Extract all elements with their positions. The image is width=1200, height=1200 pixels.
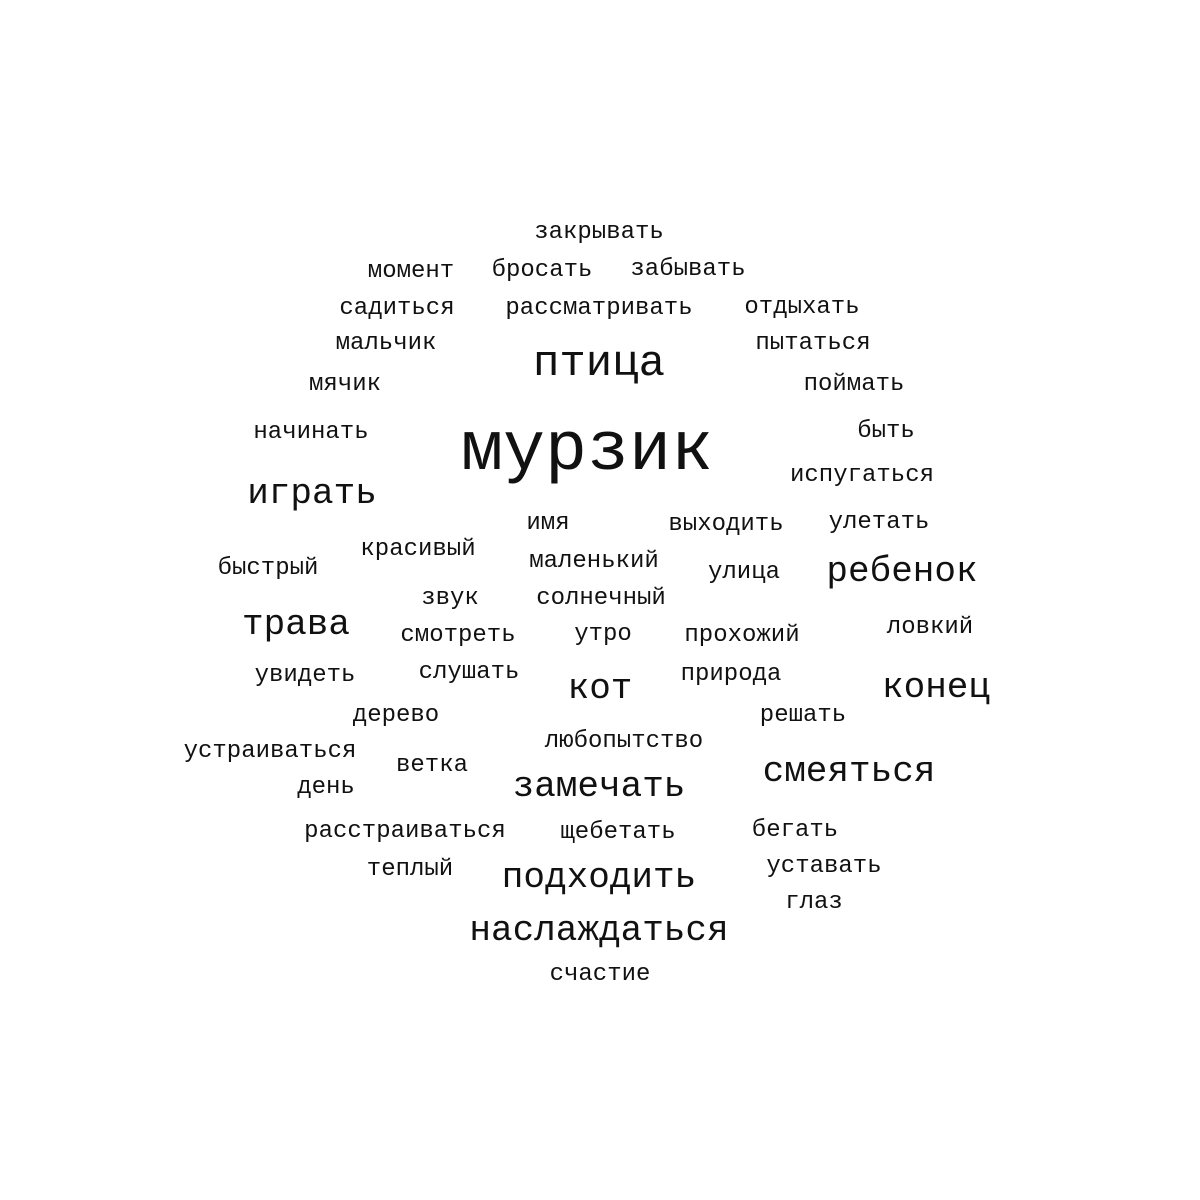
word-shchebetat: щебетать: [560, 819, 676, 846]
word-derevo: дерево: [352, 702, 440, 729]
word-ispugatsya: испугаться: [789, 462, 935, 489]
word-murzik: мурзик: [460, 412, 714, 491]
word-podkhodit: подходить: [501, 857, 697, 898]
word-konets: конец: [881, 667, 991, 708]
word-rasstraivatsya: расстраиваться: [304, 818, 506, 845]
word-kot: кот: [567, 668, 633, 709]
word-rassmatrivat: рассматривать: [505, 295, 693, 322]
word-begat: бегать: [751, 817, 839, 844]
word-byt: быть: [857, 418, 915, 445]
word-bystryi: быстрый: [217, 555, 319, 582]
word-glaz: глаз: [785, 889, 843, 916]
word-rebenok: ребенок: [826, 551, 978, 592]
word-trava: трава: [241, 604, 351, 645]
word-vykhodit: выходить: [668, 511, 784, 538]
word-krasivyi: красивый: [360, 536, 476, 563]
word-ustraivatsya: устраиваться: [183, 738, 357, 765]
word-ustavat: уставать: [766, 853, 882, 880]
word-myachik: мячик: [308, 371, 382, 398]
word-malenkii: маленький: [529, 548, 659, 575]
word-zakryvat: закрывать: [534, 219, 664, 246]
word-naslazhdatsya: наслаждаться: [469, 910, 729, 951]
word-lovkii: ловкий: [886, 614, 974, 641]
word-teplyi: теплый: [366, 856, 454, 883]
word-imya: имя: [526, 510, 570, 537]
word-uletat: улетать: [828, 509, 930, 536]
word-otdykhat: отдыхать: [744, 294, 860, 321]
word-schastie: счастие: [549, 961, 651, 988]
word-den: день: [297, 774, 355, 801]
word-malchik: мальчик: [335, 330, 437, 357]
word-smotret: смотреть: [400, 622, 516, 649]
word-utro: утро: [574, 621, 632, 648]
word-zvuk: звук: [421, 585, 479, 612]
word-priroda: природа: [680, 661, 782, 688]
word-vetka: ветка: [395, 752, 469, 779]
word-zamechat: замечать: [512, 766, 686, 807]
word-smeyatsya: смеяться: [762, 751, 936, 792]
word-poimat: поймать: [803, 371, 905, 398]
word-igrat: играть: [247, 473, 377, 514]
word-ptitsa: птица: [532, 339, 666, 389]
word-reshat: решать: [759, 702, 847, 729]
word-slushat: слушать: [418, 659, 520, 686]
word-prokhozhii: прохожий: [684, 622, 800, 649]
word-moment: момент: [367, 258, 455, 285]
word-brosat: бросать: [491, 257, 593, 284]
word-uvidet: увидеть: [254, 662, 356, 689]
word-solnechnyi: солнечный: [536, 585, 666, 612]
word-zabyvat: забывать: [630, 256, 746, 283]
word-lyubopytstvo: любопытство: [544, 728, 704, 755]
word-ulitsa: улица: [707, 559, 781, 586]
word-pytatsya: пытаться: [755, 330, 871, 357]
word-sadit-sya: садиться: [339, 295, 455, 322]
word-nachinat: начинать: [253, 419, 369, 446]
